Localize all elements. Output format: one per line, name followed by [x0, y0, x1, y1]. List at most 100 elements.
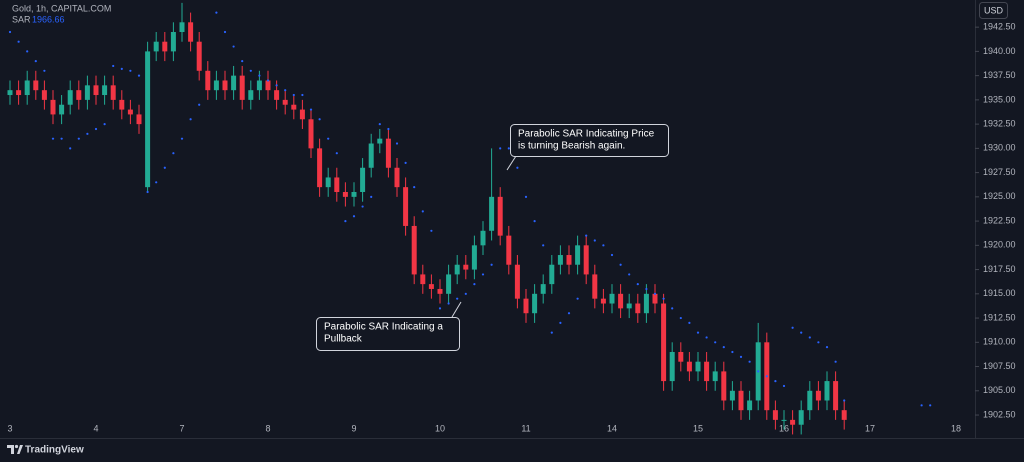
y-tick-label: 1905.00 [983, 385, 1016, 395]
annotation-text: Parabolic SAR Indicating Price [518, 129, 655, 140]
sar-dot [593, 239, 596, 242]
sar-dot [920, 404, 923, 407]
sar-dot [258, 74, 261, 77]
sar-dot [438, 307, 442, 310]
candle-body [325, 177, 331, 188]
annotation-pointer [506, 155, 517, 171]
symbol-label: Gold, 1h, CAPITAL.COM [12, 3, 111, 13]
sar-dot [602, 244, 605, 247]
sar-dot [473, 283, 476, 286]
candle-body [188, 22, 194, 42]
candle-body [342, 192, 348, 197]
candle-body [102, 85, 108, 96]
sar-dot [344, 219, 347, 223]
sar-dot [490, 263, 493, 266]
candle-body [170, 32, 176, 52]
candle-body [394, 167, 400, 188]
candle-body [282, 99, 288, 105]
candle-body [833, 381, 839, 411]
candle-body [428, 284, 434, 289]
sar-dot [430, 229, 433, 232]
sar-dot [292, 93, 295, 97]
candle-body [523, 298, 529, 314]
candle-body [274, 90, 280, 100]
annotation-pointer [451, 301, 462, 318]
sar-dot [327, 137, 330, 140]
candle-body [557, 255, 563, 265]
sar-dot [60, 137, 63, 140]
candle-body [721, 371, 727, 401]
candle-body [661, 303, 667, 382]
sar-dot [17, 40, 20, 43]
sar-dot [757, 370, 760, 373]
sar-dot [395, 142, 399, 145]
sar-dot [800, 331, 803, 334]
logo-shape [17, 445, 23, 454]
sar-dot [309, 108, 313, 111]
sar-dot [610, 253, 614, 257]
y-tick-label: 1910.00 [983, 337, 1016, 347]
indicator-name: SAR [12, 14, 31, 24]
sar-dot [301, 93, 304, 97]
candle-body [738, 390, 744, 411]
candle-body [110, 85, 116, 100]
sar-dot [739, 355, 743, 358]
candle-body [76, 90, 82, 100]
candle-body [24, 80, 30, 96]
candle-body [652, 293, 658, 304]
annotation-box [510, 124, 669, 157]
y-tick-label: 1922.50 [983, 215, 1016, 225]
sar-dot [748, 360, 751, 363]
candle-body [566, 255, 572, 265]
sar-dot [361, 205, 364, 208]
annotation-text: is turning Bearish again. [518, 141, 625, 152]
x-tick-label: 10 [435, 423, 445, 433]
sar-dot [585, 234, 588, 237]
candle-body [239, 75, 245, 100]
y-tick-label: 1937.50 [983, 70, 1016, 80]
candle-body [59, 104, 65, 115]
sar-dot [172, 152, 175, 155]
sar-dot [499, 147, 502, 150]
candle-body [471, 245, 477, 270]
sar-dot [43, 69, 46, 72]
sar-dot [215, 11, 218, 14]
logo-dot [14, 444, 19, 449]
candle-body [231, 75, 237, 91]
sar-dot [447, 302, 450, 305]
candle-body [798, 410, 804, 425]
sar-dot [464, 292, 467, 295]
sar-dot [679, 316, 682, 320]
candle-body [127, 109, 133, 115]
y-tick-label: 1942.50 [983, 22, 1016, 32]
sar-dot [791, 326, 794, 329]
annotation-text: Pullback [324, 334, 363, 345]
candle-body [403, 187, 409, 226]
candle-body [600, 298, 606, 304]
sar-dot [266, 79, 270, 82]
y-tick-label: 1940.00 [983, 46, 1016, 56]
candle-body [540, 284, 546, 294]
candle-body [145, 51, 151, 188]
sar-dot [559, 321, 562, 325]
candle-body [179, 22, 185, 32]
candle-body [695, 361, 701, 372]
sar-dot [120, 67, 123, 70]
sar-dot [69, 147, 72, 150]
candle-body [308, 119, 314, 149]
candle-body [368, 143, 374, 168]
sar-dot [834, 360, 837, 363]
sar-dot [722, 346, 725, 349]
sar-dot [671, 307, 674, 310]
sar-dot [550, 331, 553, 334]
sar-dot [567, 312, 571, 315]
sar-dot [628, 273, 631, 276]
x-tick-label: 15 [693, 423, 703, 433]
candle-body [704, 361, 710, 382]
candle-body [153, 41, 159, 52]
sar-dot [387, 127, 390, 131]
candle-body [729, 390, 735, 401]
candle-body [420, 274, 426, 285]
y-tick-label: 1920.00 [983, 240, 1016, 250]
